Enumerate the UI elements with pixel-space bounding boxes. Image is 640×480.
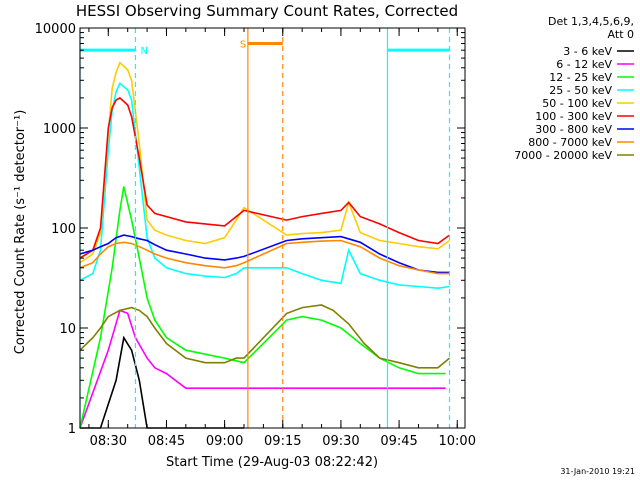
legend-label-5: 100 - 300 keV: [535, 110, 612, 123]
saa-label: S: [240, 39, 246, 50]
legend-label-0: 3 - 6 keV: [563, 45, 612, 58]
legend-label-2: 12 - 25 keV: [549, 71, 612, 84]
legend-header-line2: Att 0: [608, 28, 634, 41]
legend-label-1: 6 - 12 keV: [556, 58, 612, 71]
series-line-4: [79, 61, 450, 264]
footer-date: 31-Jan-2010 19:21: [560, 467, 635, 476]
x-tick-label-3: 09:15: [264, 434, 301, 449]
chart-title: HESSI Observing Summary Count Rates, Cor…: [76, 2, 458, 20]
y-tick-label-0: 1: [68, 422, 76, 437]
y-tick-label-3: 1000: [43, 122, 76, 137]
x-tick-label-4: 09:30: [322, 434, 359, 449]
x-tick-label-6: 10:00: [439, 434, 476, 449]
x-tick-label-1: 08:45: [148, 434, 185, 449]
series-line-5: [79, 96, 450, 259]
x-axis-label: Start Time (29-Aug-03 08:22:42): [166, 455, 378, 470]
y-tick-label-4: 10000: [35, 22, 76, 37]
series-line-6: [79, 234, 450, 274]
series-line-3: [79, 81, 450, 290]
x-tick-label-0: 08:30: [90, 434, 127, 449]
y-tick-label-2: 100: [51, 222, 76, 237]
night-label: N: [140, 46, 147, 57]
y-tick-label-1: 10: [59, 322, 76, 337]
series-line-1: [79, 309, 446, 429]
legend-label-6: 300 - 800 keV: [535, 123, 612, 136]
x-tick-label-2: 09:00: [206, 434, 243, 449]
axes: 1 10 100 1000 10000 08:30 08:45 09:00 09:15 09:30…: [35, 22, 476, 449]
legend-label-8: 7000 - 20000 keV: [514, 149, 612, 162]
legend-header-line1: Det 1,3,4,5,6,9,: [548, 15, 634, 28]
series-line-8: [79, 304, 451, 369]
y-axis-label: Corrected Count Rate (s⁻¹ detector⁻¹): [13, 110, 28, 355]
series-line-7: [79, 239, 450, 275]
legend-label-7: 800 - 7000 keV: [528, 136, 612, 149]
legend-label-3: 25 - 50 keV: [549, 84, 612, 97]
series-line-2: [79, 186, 446, 429]
x-tick-label-5: 09:45: [380, 434, 417, 449]
legend-label-4: 50 - 100 keV: [542, 97, 612, 110]
